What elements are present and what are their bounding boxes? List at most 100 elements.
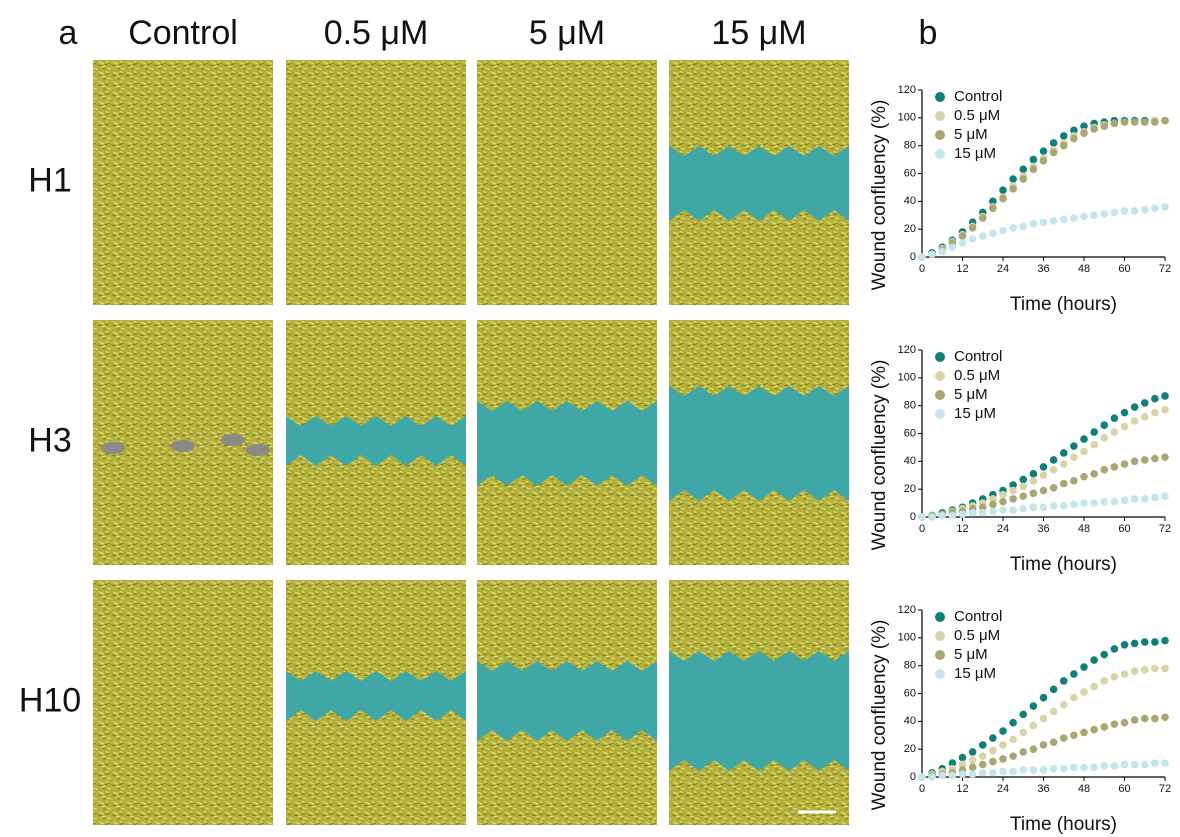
column-header: Control	[128, 14, 238, 52]
data-point	[1070, 453, 1078, 461]
data-point	[1151, 714, 1159, 723]
data-point	[1110, 645, 1119, 653]
x-tick-label: 0	[919, 263, 925, 275]
y-tick-label: 100	[898, 112, 916, 124]
data-point	[1130, 667, 1139, 676]
column-header: 0.5 μM	[324, 14, 429, 52]
y-tick-label: 20	[904, 483, 916, 495]
data-point	[1100, 762, 1109, 770]
data-point	[1130, 760, 1139, 769]
data-point	[1120, 408, 1129, 417]
column-header: 15 μM	[711, 14, 806, 52]
y-tick-label: 80	[904, 400, 916, 412]
data-point	[1130, 639, 1139, 648]
x-tick-label: 72	[1159, 263, 1171, 275]
micrograph	[286, 60, 466, 305]
x-tick-label: 36	[1037, 783, 1049, 795]
data-point	[1161, 759, 1169, 767]
data-point	[1120, 640, 1129, 649]
legend-marker	[935, 650, 945, 660]
legend-marker	[935, 669, 945, 679]
data-point	[978, 214, 987, 222]
x-tick-label: 24	[997, 263, 1009, 275]
data-point	[1120, 760, 1129, 769]
data-point	[1049, 217, 1058, 225]
data-point	[989, 495, 997, 503]
data-point	[958, 753, 967, 762]
data-point	[1039, 766, 1048, 774]
data-point	[1059, 479, 1068, 488]
y-tick-label: 80	[904, 140, 916, 152]
y-tick-label: 0	[910, 771, 916, 783]
panel-label: a	[59, 14, 78, 52]
x-tick-label: 12	[956, 783, 968, 795]
data-point	[978, 769, 987, 777]
y-tick-label: 0	[910, 251, 916, 263]
data-point	[1039, 486, 1048, 495]
data-point	[1049, 738, 1058, 747]
gap-patch	[171, 440, 195, 452]
data-point	[1110, 119, 1119, 128]
data-point	[1151, 118, 1159, 126]
data-point	[928, 513, 936, 521]
x-tick-label: 12	[956, 263, 968, 275]
panel-label: b	[919, 14, 938, 52]
data-point	[1039, 218, 1048, 227]
data-point	[1009, 481, 1017, 489]
legend-label: Control	[954, 88, 1002, 105]
data-point	[1110, 720, 1119, 728]
data-point	[1151, 454, 1159, 463]
data-point	[1161, 453, 1169, 461]
data-point	[1110, 762, 1119, 770]
data-point	[1140, 638, 1149, 646]
wound-area	[286, 671, 466, 721]
data-point	[1039, 741, 1048, 749]
data-point	[1029, 766, 1038, 774]
y-tick-label: 40	[904, 195, 916, 207]
data-point	[1049, 685, 1058, 694]
data-point	[1029, 721, 1038, 730]
data-point	[1080, 728, 1088, 737]
legend-marker	[935, 612, 945, 622]
data-point	[938, 511, 947, 520]
data-point	[1070, 763, 1078, 772]
data-point	[1120, 718, 1129, 727]
y-axis-label: Wound confluency (%)	[869, 620, 890, 811]
data-point	[1090, 725, 1098, 734]
legend-label: 5 μM	[954, 386, 988, 403]
data-point	[1029, 503, 1038, 512]
x-tick-label: 72	[1159, 783, 1171, 795]
data-point	[958, 770, 967, 779]
x-tick-label: 60	[1118, 523, 1130, 535]
data-point	[1019, 504, 1028, 513]
x-tick-label: 0	[919, 783, 925, 795]
y-tick-label: 60	[904, 427, 916, 439]
data-point	[1009, 767, 1017, 776]
data-point	[1019, 222, 1028, 231]
data-point	[1120, 496, 1129, 505]
data-point	[989, 507, 997, 516]
data-point	[1049, 502, 1058, 510]
data-point	[999, 194, 1007, 203]
y-tick-label: 120	[898, 344, 916, 356]
data-point	[1029, 477, 1038, 485]
data-point	[1151, 759, 1159, 767]
y-tick-label: 60	[904, 167, 916, 179]
legend-label: 5 μM	[954, 646, 988, 663]
data-point	[1009, 506, 1017, 514]
x-tick-label: 24	[997, 523, 1009, 535]
row-label: H1	[28, 161, 71, 199]
data-point	[1059, 677, 1068, 685]
data-point	[1009, 185, 1017, 193]
data-point	[1090, 656, 1098, 664]
data-point	[1080, 129, 1088, 137]
x-tick-label: 72	[1159, 523, 1171, 535]
data-point	[1059, 449, 1068, 457]
data-point	[978, 741, 987, 749]
data-point	[958, 510, 967, 519]
data-point	[968, 748, 977, 756]
data-point	[999, 755, 1007, 763]
data-point	[958, 760, 967, 769]
legend-label: 0.5 μM	[954, 367, 1000, 384]
data-point	[989, 229, 997, 238]
